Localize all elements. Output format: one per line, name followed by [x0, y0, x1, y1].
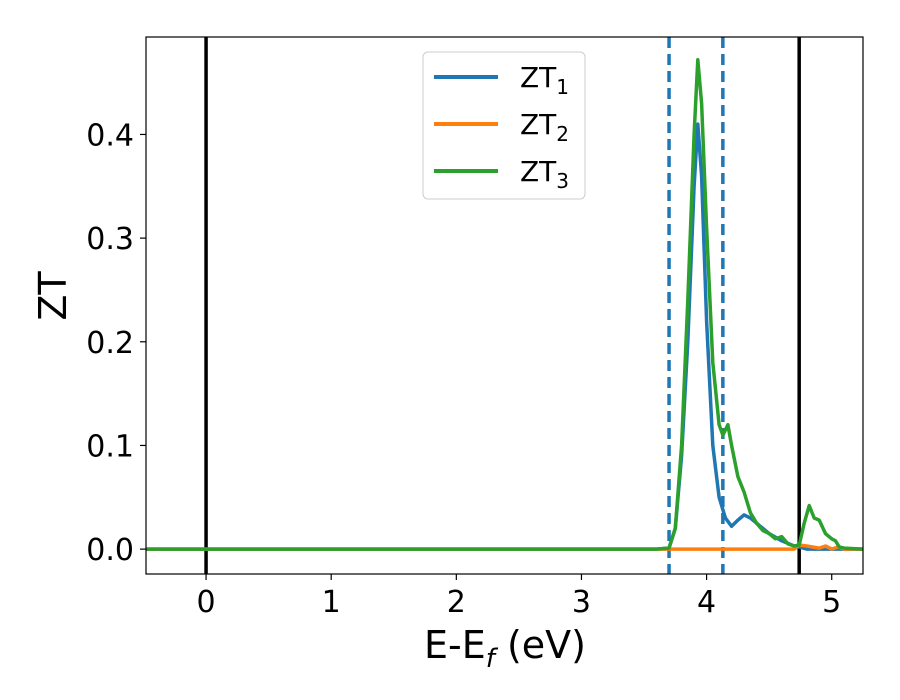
x-tick-label-3: 3: [572, 585, 591, 620]
legend-label-2: ZT2: [520, 108, 569, 146]
x-tick-label-5: 5: [822, 585, 841, 620]
y-tick-label-0: 0.0: [86, 533, 134, 568]
plot-frame: [145, 36, 864, 575]
x-tick-label-4: 4: [697, 585, 716, 620]
y-tick-label-2: 0.2: [86, 326, 134, 361]
axes: 0 1 2 3 4 5 0.0 0.1 0.2 0.3 0.4: [86, 36, 864, 620]
legend-label-main-3: ZT: [520, 155, 557, 188]
y-tick-label-4: 0.4: [86, 118, 134, 153]
y-tick-label-1: 0.1: [86, 429, 134, 464]
legend-box: [422, 51, 586, 200]
x-tick-label-1: 1: [322, 585, 341, 620]
x-tick-label-2: 2: [447, 585, 466, 620]
plot-area: [146, 37, 863, 574]
x-axis-label-suffix: (eV): [495, 623, 586, 667]
legend-label-3: ZT3: [520, 155, 569, 193]
y-axis-label: ZT: [31, 271, 75, 321]
legend-label-1: ZT1: [520, 61, 569, 99]
legend-label-main-2: ZT: [520, 108, 557, 141]
series-line-3: [146, 58, 863, 551]
legend-label-sub-2: 2: [556, 122, 569, 146]
y-tick-label-3: 0.3: [86, 222, 134, 257]
legend-label-sub-3: 3: [556, 169, 569, 193]
x-tick-label-0: 0: [197, 585, 216, 620]
x-axis-label-main: E-E: [424, 623, 486, 667]
legend-label-main-1: ZT: [520, 61, 557, 94]
x-axis-label: E-Ef (eV): [424, 623, 586, 674]
legend-label-sub-1: 1: [556, 75, 569, 99]
